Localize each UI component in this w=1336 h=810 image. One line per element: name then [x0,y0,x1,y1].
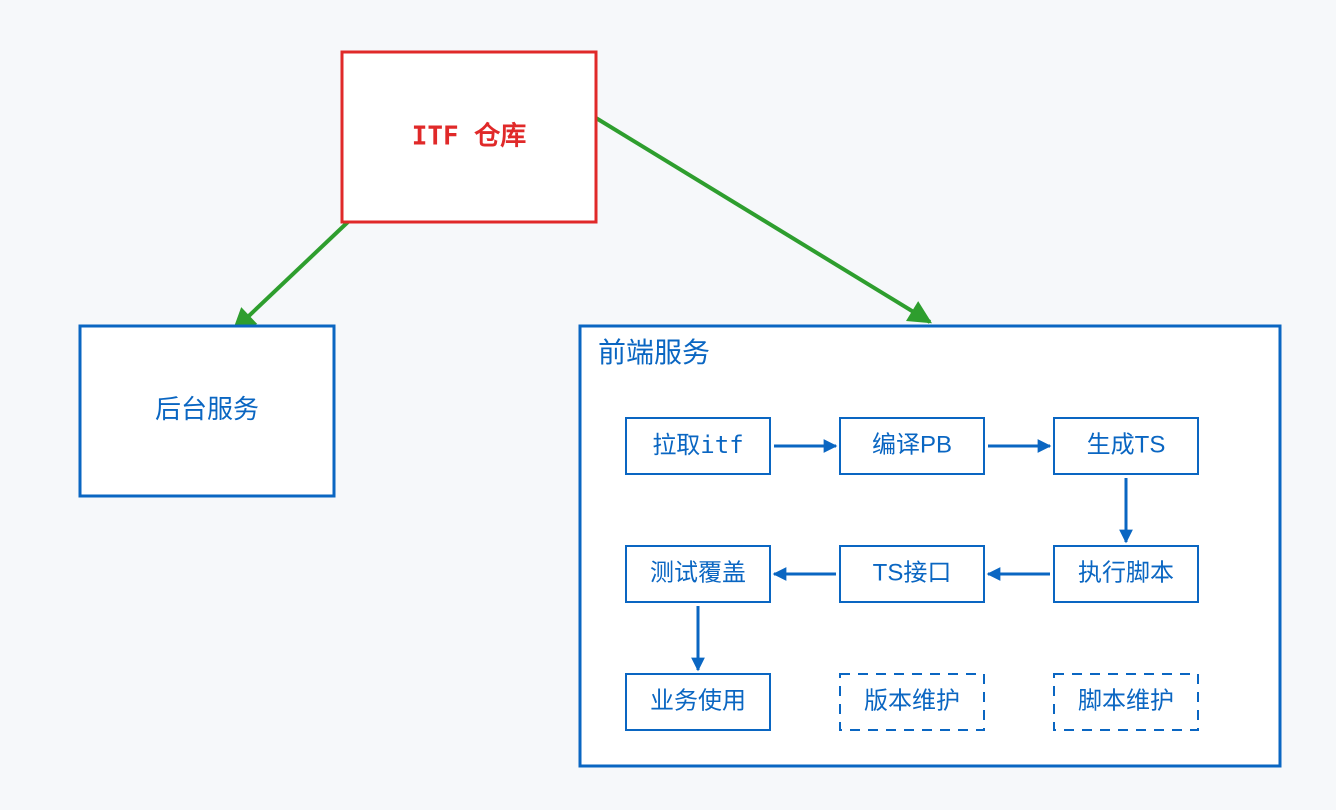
node-itf-repo: ITF 仓库 [342,52,596,222]
subnode-exec_script: 执行脚本 [1054,546,1198,602]
node-itf-repo-label: ITF 仓库 [412,121,527,152]
node-backend-service-label: 后台服务 [155,394,259,424]
subnode-compile_pb-label: 编译PB [872,431,952,458]
node-backend-service: 后台服务 [80,326,334,496]
subnode-biz_use: 业务使用 [626,674,770,730]
subnode-ver_maint: 版本维护 [840,674,984,730]
subnode-test_cov: 测试覆盖 [626,546,770,602]
subnode-gen_ts: 生成TS [1054,418,1198,474]
subnode-test_cov-label: 测试覆盖 [650,559,746,586]
subnode-ver_maint-label: 版本维护 [864,687,960,714]
edge-itf_backend [234,220,350,330]
node-frontend-service-title: 前端服务 [598,337,710,368]
subnode-ts_iface-label: TS接口 [873,559,952,586]
subnode-script_maint: 脚本维护 [1054,674,1198,730]
subnode-ts_iface: TS接口 [840,546,984,602]
subnode-pull_itf: 拉取itf [626,418,770,474]
subnode-script_maint-label: 脚本维护 [1078,687,1174,714]
subnode-gen_ts-label: 生成TS [1087,431,1166,458]
subnode-pull_itf-label: 拉取itf [652,431,743,459]
architecture-diagram: ITF 仓库后台服务 前端服务 拉取itf 编译PB 生成TS 测试覆盖 TS接口 执行脚本… [0,0,1336,810]
subnode-biz_use-label: 业务使用 [650,687,746,714]
edge-itf_frontend [596,118,930,322]
subnode-exec_script-label: 执行脚本 [1078,559,1174,586]
subnodes-layer: 拉取itf 编译PB 生成TS 测试覆盖 TS接口 执行脚本业务使用 版本维护 脚本维护 [626,418,1198,730]
subnode-compile_pb: 编译PB [840,418,984,474]
nodes-layer: ITF 仓库后台服务 前端服务 [80,52,1280,766]
